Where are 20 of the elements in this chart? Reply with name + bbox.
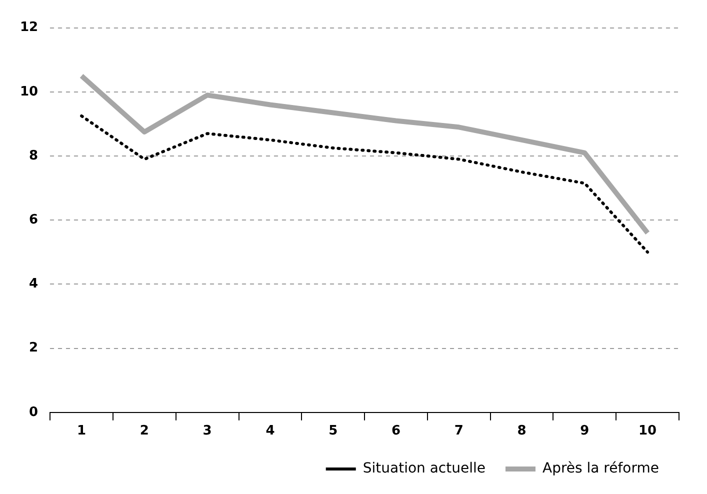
y-tick-label: 12 — [20, 20, 38, 36]
x-tick-label: 5 — [328, 424, 338, 439]
y-tick-label: 0 — [29, 404, 38, 420]
x-tick-label: 10 — [638, 424, 657, 439]
x-tick-label: 8 — [517, 424, 526, 439]
y-tick-label: 10 — [20, 84, 38, 100]
line-series — [80, 114, 650, 254]
y-tick-label: 2 — [29, 340, 38, 356]
legend-label: Situation actuelle — [362, 460, 486, 477]
x-tick-label: 9 — [580, 424, 590, 439]
legend-label: Après la réforme — [542, 460, 660, 477]
y-tick-label: 8 — [29, 148, 38, 164]
y-tick-label: 6 — [29, 212, 38, 228]
x-tick-label: 4 — [266, 424, 275, 439]
x-tick-label: 3 — [202, 424, 212, 439]
x-tick-label: 1 — [77, 424, 86, 439]
x-tick-label: 7 — [454, 424, 464, 439]
x-tick-label: 2 — [140, 424, 149, 439]
y-tick-label: 4 — [29, 276, 38, 292]
x-tick-label: 6 — [391, 424, 401, 439]
